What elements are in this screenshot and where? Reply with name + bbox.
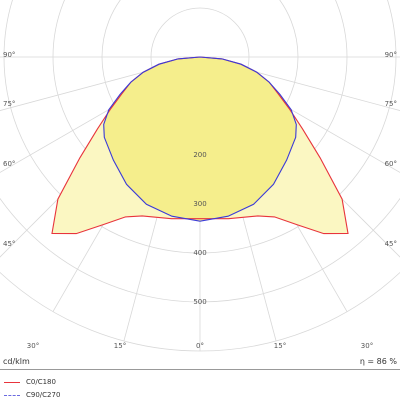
curve-c90-c270 bbox=[103, 56, 297, 222]
angle-label-bottom-left: 30° bbox=[27, 342, 39, 350]
unit-label: cd/klm bbox=[3, 357, 30, 366]
radial-tick-label: 400 bbox=[193, 249, 206, 257]
angle-label-right: 60° bbox=[385, 160, 397, 168]
angle-label-right: 45° bbox=[385, 240, 397, 248]
light-distribution-curves bbox=[51, 56, 349, 235]
angle-label-right: 75° bbox=[385, 100, 397, 108]
axis-labels: 200 300 400 500 90° 75° 60° 45° 30° 15° 0° 90° 75° 60… bbox=[3, 51, 397, 350]
legend-swatch-c0-c180 bbox=[4, 382, 20, 383]
fill-c90-c270 bbox=[103, 57, 297, 222]
footer-divider bbox=[0, 369, 400, 370]
legend-swatch-c90-c270 bbox=[4, 395, 20, 396]
legend-label-c90-c270: C90/C270 bbox=[26, 391, 61, 399]
radial-tick-label: 200 bbox=[193, 151, 206, 159]
angle-label-bottom-left: 0° bbox=[196, 342, 204, 350]
legend-label-c0-c180: C0/C180 bbox=[26, 378, 56, 386]
angle-label-left: 45° bbox=[3, 240, 15, 248]
angle-label-left: 60° bbox=[3, 160, 15, 168]
radial-tick-label: 500 bbox=[193, 298, 206, 306]
radial-tick-label: 300 bbox=[193, 200, 206, 208]
efficiency-label: η = 86 % bbox=[359, 357, 397, 366]
angle-label-right: 90° bbox=[385, 51, 397, 59]
angle-label-bottom-right: 30° bbox=[361, 342, 373, 350]
angle-label-left: 75° bbox=[3, 100, 15, 108]
angle-label-bottom-right: 15° bbox=[274, 342, 286, 350]
light-distribution-fills bbox=[52, 57, 348, 234]
angle-label-bottom-left: 15° bbox=[114, 342, 126, 350]
angle-label-left: 90° bbox=[3, 51, 15, 59]
curve-c0-c180 bbox=[51, 56, 349, 235]
polar-chart: 200 300 400 500 90° 75° 60° 45° 30° 15° 0° 90° 75° 60… bbox=[0, 0, 400, 352]
